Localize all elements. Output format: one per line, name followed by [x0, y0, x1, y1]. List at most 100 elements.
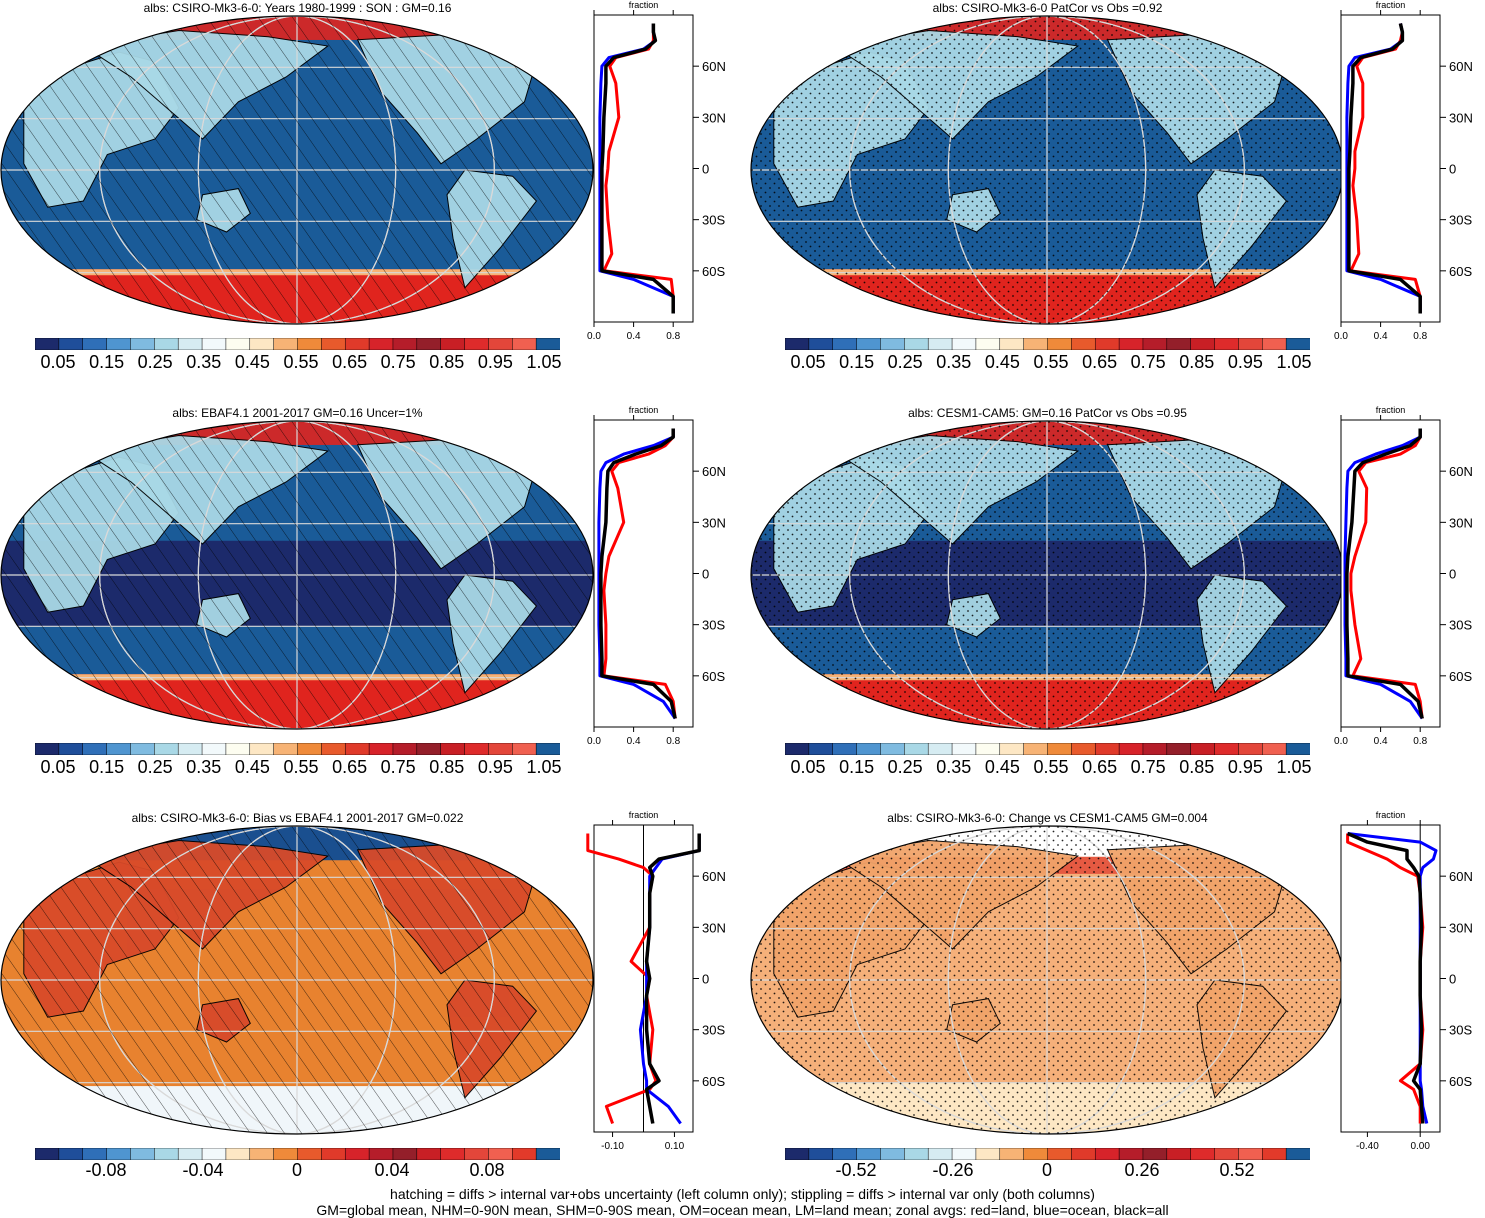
- x-tick-label: 0.8: [1413, 736, 1427, 747]
- colorbar-swatch: [904, 1148, 929, 1160]
- colorbar-tick-label: -0.04: [182, 1160, 224, 1180]
- panel-title-5: albs: CSIRO-Mk3-6-0: Bias vs EBAF4.1 200…: [131, 811, 464, 825]
- colorbar-swatch: [1166, 1148, 1192, 1160]
- colorbar-swatch: [785, 743, 810, 755]
- colorbar-swatch: [344, 1148, 370, 1160]
- zonal-axis-label: fraction: [1376, 405, 1406, 415]
- map-panel-3: [0, 420, 594, 730]
- colorbar-swatch: [856, 1148, 881, 1160]
- colorbar-swatch: [130, 743, 155, 755]
- colorbar-6: [785, 1148, 1310, 1160]
- colorbar-swatch: [832, 743, 858, 755]
- colorbar-swatch: [82, 338, 108, 350]
- colorbar-swatch: [1142, 743, 1168, 755]
- colorbar-swatch: [1047, 338, 1072, 350]
- colorbar-swatch: [368, 338, 394, 350]
- colorbar-swatch: [975, 338, 1001, 350]
- zonal-plot-6: fraction 60N 30N 0 30S 60S -0.40 0.00: [1340, 810, 1473, 1152]
- map-field: [751, 826, 1343, 1134]
- colorbar-swatch: [106, 1148, 131, 1160]
- lat-tick-label: 60S: [702, 669, 725, 684]
- x-tick-label: 0.8: [1413, 331, 1427, 342]
- zonal-series-line: [599, 428, 677, 719]
- colorbar-tick-label: 0.95: [477, 757, 513, 777]
- colorbar-swatch: [1285, 338, 1310, 350]
- zonal-axis-label: fraction: [629, 810, 659, 820]
- x-tick-label: 0.10: [665, 1141, 685, 1152]
- colorbar-swatch: [1094, 1148, 1120, 1160]
- colorbar-labels-2: 0.05 0.15 0.25 0.35 0.45 0.55 0.65 0.75 0.85 0.95…: [785, 352, 1311, 374]
- colorbar-tick-label: 0.45: [234, 352, 270, 372]
- lat-tick-label: 60N: [702, 869, 726, 884]
- colorbar-swatch: [106, 743, 131, 755]
- colorbar-tick-label: 0.26: [1124, 1160, 1160, 1180]
- colorbar-swatch: [1262, 743, 1287, 755]
- colorbar-tick-label: 0.85: [1179, 352, 1215, 372]
- colorbar-swatch: [130, 338, 155, 350]
- colorbar-swatch: [440, 338, 466, 350]
- colorbar-swatch: [1118, 1148, 1144, 1160]
- colorbar-swatch: [785, 338, 810, 350]
- colorbar-2: [785, 338, 1310, 350]
- colorbar-tick-label: 0.75: [1130, 757, 1166, 777]
- colorbar-3: [35, 743, 560, 755]
- colorbar-swatch: [368, 743, 394, 755]
- footer-note-legend: GM=global mean, NHM=0-90N mean, SHM=0-90…: [316, 1202, 1169, 1218]
- colorbar-tick-label: 0.52: [1219, 1160, 1255, 1180]
- colorbar-tick-label: 0.45: [984, 352, 1020, 372]
- colorbar-tick-label: -0.52: [835, 1160, 877, 1180]
- lat-tick-label: 60N: [1449, 464, 1473, 479]
- colorbar-swatch: [808, 1148, 834, 1160]
- lat-tick-label: 30N: [702, 110, 726, 125]
- colorbar-swatch: [154, 1148, 179, 1160]
- lat-tick-label: 30S: [702, 1023, 725, 1038]
- colorbar-swatch: [392, 743, 418, 755]
- zonal-axis-label: fraction: [629, 0, 659, 10]
- colorbar-swatch: [321, 1148, 346, 1160]
- colorbar-swatch: [535, 338, 560, 350]
- x-tick-label: -0.10: [601, 1141, 624, 1152]
- colorbar-swatch: [904, 338, 929, 350]
- colorbar-swatch: [1262, 338, 1287, 350]
- lat-tick-label: 60S: [1449, 1074, 1472, 1089]
- colorbar-5: [35, 1148, 560, 1160]
- colorbar-swatch: [35, 1148, 60, 1160]
- colorbar-tick-label: 0.25: [137, 757, 173, 777]
- lat-tick-label: 30N: [702, 515, 726, 530]
- colorbar-tick-label: 0: [291, 1160, 303, 1180]
- colorbar-swatch: [1023, 1148, 1049, 1160]
- colorbar-tick-label: 0.15: [839, 352, 875, 372]
- colorbar-tick-label: 0.15: [89, 352, 125, 372]
- colorbar-swatch: [201, 338, 227, 350]
- colorbar-swatch: [201, 743, 227, 755]
- colorbar-labels-5: -0.08 -0.04 0 0.04 0.08: [35, 1160, 560, 1182]
- colorbar-swatch: [249, 338, 275, 350]
- colorbar-swatch: [999, 338, 1025, 350]
- colorbar-swatch: [416, 1148, 442, 1160]
- colorbar-tick-label: 0.95: [477, 352, 513, 372]
- colorbar-swatch: [368, 1148, 394, 1160]
- colorbar-tick-label: 0.05: [40, 352, 76, 372]
- colorbar-swatch: [1047, 1148, 1072, 1160]
- colorbar-swatch: [177, 338, 203, 350]
- colorbar-swatch: [344, 743, 370, 755]
- colorbar-tick-label: 0.15: [89, 757, 125, 777]
- colorbar-tick-label: 0.35: [936, 352, 972, 372]
- colorbar-swatch: [1118, 743, 1144, 755]
- colorbar-swatch: [297, 1148, 322, 1160]
- lat-tick-label: 30S: [702, 618, 725, 633]
- colorbar-tick-label: 0.35: [936, 757, 972, 777]
- colorbar-swatch: [1238, 1148, 1263, 1160]
- colorbar-tick-label: 0.65: [332, 757, 368, 777]
- colorbar-tick-label: 0.85: [429, 757, 465, 777]
- colorbar-swatch: [512, 743, 537, 755]
- colorbar-swatch: [344, 338, 370, 350]
- colorbar-swatch: [975, 1148, 1001, 1160]
- colorbar-swatch: [1118, 338, 1144, 350]
- colorbar-swatch: [321, 338, 346, 350]
- colorbar-swatch: [1285, 743, 1310, 755]
- x-tick-label: 0.4: [627, 331, 641, 342]
- colorbar-swatch: [856, 743, 881, 755]
- colorbar-swatch: [880, 1148, 905, 1160]
- x-tick-label: 0.8: [666, 331, 680, 342]
